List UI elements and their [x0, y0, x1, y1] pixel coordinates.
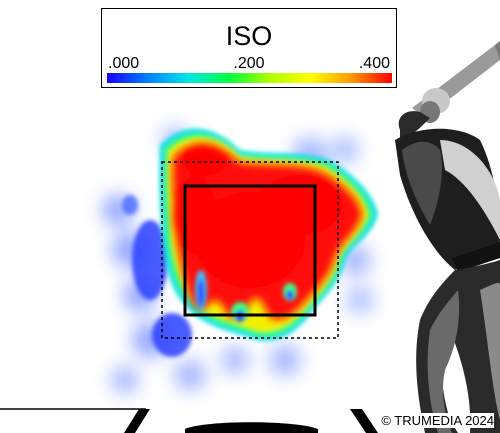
arms	[398, 111, 430, 140]
cool-blob	[221, 346, 249, 374]
torso-highlight	[402, 141, 442, 225]
batters-box-right	[350, 409, 378, 433]
home-plate-area	[0, 408, 378, 433]
legend: ISO .000 .200 .400	[101, 8, 397, 88]
bat-knob	[495, 41, 500, 60]
rear-arm	[440, 140, 500, 240]
cool-blob	[122, 195, 138, 215]
shadow-zone	[161, 161, 339, 339]
copyright-credit: © TRUMEDIA 2024	[379, 413, 494, 428]
red-blob	[195, 192, 305, 288]
colorbar-tick-label: .400	[358, 55, 390, 72]
cool-region	[102, 126, 374, 394]
cool-notch	[286, 290, 294, 300]
colorbar-tick-label: .000	[108, 55, 140, 72]
home-plate	[185, 422, 318, 433]
cool-blob	[346, 286, 374, 314]
batters-box-left	[124, 409, 150, 433]
cool-blob	[174, 359, 206, 391]
cool-notch	[198, 279, 204, 307]
cool-blob	[152, 313, 192, 357]
red-blob	[183, 144, 227, 176]
batter-silhouette	[395, 41, 500, 433]
cool-blob	[331, 136, 359, 164]
leg-highlight-rear	[480, 282, 500, 420]
colorbar	[107, 73, 392, 83]
cool-blob	[269, 344, 301, 376]
strike-zone	[183, 184, 317, 317]
cool-blob	[132, 220, 168, 300]
belt	[452, 242, 500, 272]
cool-blob	[111, 366, 139, 394]
leg-highlight	[427, 290, 460, 433]
colorbar-tick-label: .200	[233, 55, 265, 72]
chart-title: ISO	[225, 21, 273, 51]
zone-notches	[195, 270, 297, 322]
